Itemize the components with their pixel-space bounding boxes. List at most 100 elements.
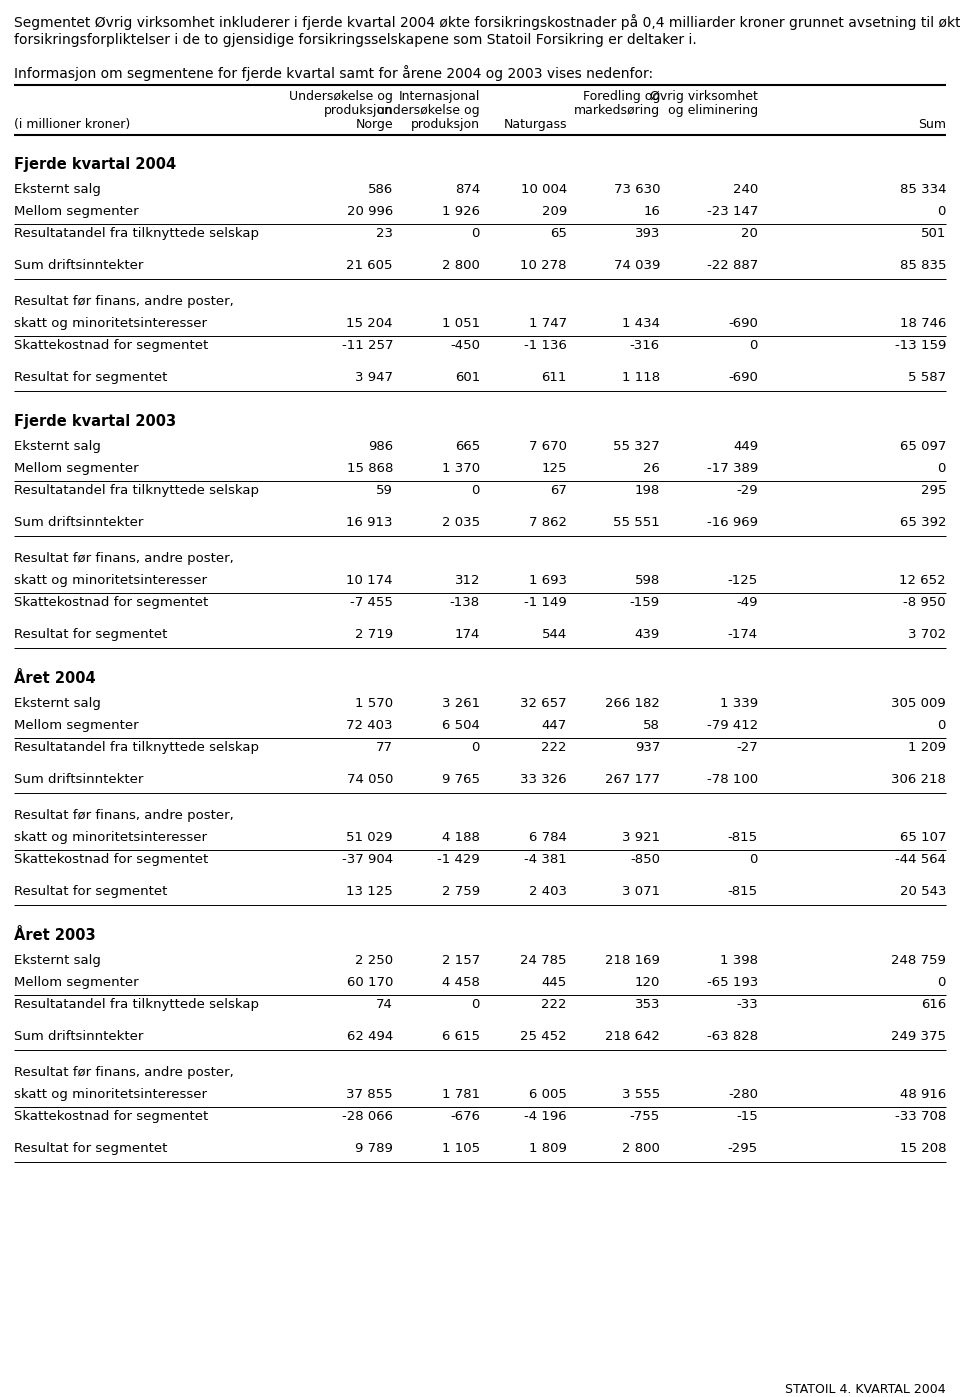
Text: 1 809: 1 809 [529,1141,567,1155]
Text: Norge: Norge [355,117,393,131]
Text: 198: 198 [635,483,660,497]
Text: 3 702: 3 702 [908,629,946,641]
Text: 3 071: 3 071 [622,886,660,898]
Text: 25 452: 25 452 [520,1030,567,1044]
Text: 2 035: 2 035 [442,515,480,529]
Text: 937: 937 [635,740,660,754]
Text: -125: -125 [728,574,758,587]
Text: Året 2004: Året 2004 [14,671,96,686]
Text: -1 136: -1 136 [524,339,567,352]
Text: -33: -33 [736,997,758,1011]
Text: 74 039: 74 039 [613,258,660,272]
Text: Resultat før finans, andre poster,: Resultat før finans, andre poster, [14,809,233,821]
Text: 13 125: 13 125 [347,886,393,898]
Text: Undersøkelse og: Undersøkelse og [289,89,393,103]
Text: 62 494: 62 494 [347,1030,393,1044]
Text: 295: 295 [921,483,946,497]
Text: 222: 222 [541,740,567,754]
Text: Sum driftsinntekter: Sum driftsinntekter [14,258,143,272]
Text: -815: -815 [728,886,758,898]
Text: 616: 616 [921,997,946,1011]
Text: -11 257: -11 257 [342,339,393,352]
Text: 32 657: 32 657 [520,697,567,710]
Text: 15 208: 15 208 [900,1141,946,1155]
Text: 58: 58 [643,719,660,732]
Text: 0: 0 [938,205,946,218]
Text: 26: 26 [643,462,660,475]
Text: 1 693: 1 693 [529,574,567,587]
Text: Segmentet Øvrig virksomhet inkluderer i fjerde kvartal 2004 økte forsikringskost: Segmentet Øvrig virksomhet inkluderer i … [14,14,960,29]
Text: 9 765: 9 765 [442,773,480,787]
Text: 1 209: 1 209 [908,740,946,754]
Text: 266 182: 266 182 [605,697,660,710]
Text: 2 719: 2 719 [355,629,393,641]
Text: 55 551: 55 551 [613,515,660,529]
Text: skatt og minoritetsinteresser: skatt og minoritetsinteresser [14,317,207,330]
Text: 85 835: 85 835 [900,258,946,272]
Text: -174: -174 [728,629,758,641]
Text: Mellom segmenter: Mellom segmenter [14,977,138,989]
Text: 0: 0 [750,854,758,866]
Text: -1 429: -1 429 [437,854,480,866]
Text: 1 370: 1 370 [442,462,480,475]
Text: 665: 665 [455,440,480,453]
Text: 21 605: 21 605 [347,258,393,272]
Text: 10 004: 10 004 [520,183,567,196]
Text: 353: 353 [635,997,660,1011]
Text: 7 670: 7 670 [529,440,567,453]
Text: Skattekostnad for segmentet: Skattekostnad for segmentet [14,1111,208,1123]
Text: 598: 598 [635,574,660,587]
Text: 312: 312 [454,574,480,587]
Text: Resultat for segmentet: Resultat for segmentet [14,372,167,384]
Text: 3 261: 3 261 [442,697,480,710]
Text: Året 2003: Året 2003 [14,928,96,943]
Text: 2 800: 2 800 [443,258,480,272]
Text: Sum: Sum [918,117,946,131]
Text: 306 218: 306 218 [891,773,946,787]
Text: 0: 0 [471,226,480,240]
Text: Resultat før finans, andre poster,: Resultat før finans, andre poster, [14,1066,233,1078]
Text: 0: 0 [938,977,946,989]
Text: 72 403: 72 403 [347,719,393,732]
Text: 1 398: 1 398 [720,954,758,967]
Text: -37 904: -37 904 [342,854,393,866]
Text: -23 147: -23 147 [707,205,758,218]
Text: Øvrig virksomhet: Øvrig virksomhet [650,89,758,103]
Text: Mellom segmenter: Mellom segmenter [14,719,138,732]
Text: 18 746: 18 746 [900,317,946,330]
Text: Resultatandel fra tilknyttede selskap: Resultatandel fra tilknyttede selskap [14,483,259,497]
Text: -815: -815 [728,831,758,844]
Text: Foredling og: Foredling og [583,89,660,103]
Text: 65 392: 65 392 [900,515,946,529]
Text: Resultatandel fra tilknyttede selskap: Resultatandel fra tilknyttede selskap [14,740,259,754]
Text: Resultat for segmentet: Resultat for segmentet [14,886,167,898]
Text: -850: -850 [630,854,660,866]
Text: 85 334: 85 334 [900,183,946,196]
Text: 1 118: 1 118 [622,372,660,384]
Text: 218 169: 218 169 [605,954,660,967]
Text: 65 107: 65 107 [900,831,946,844]
Text: -676: -676 [450,1111,480,1123]
Text: 393: 393 [635,226,660,240]
Text: Resultatandel fra tilknyttede selskap: Resultatandel fra tilknyttede selskap [14,226,259,240]
Text: 3 555: 3 555 [622,1088,660,1101]
Text: Eksternt salg: Eksternt salg [14,183,101,196]
Text: 249 375: 249 375 [891,1030,946,1044]
Text: -690: -690 [728,372,758,384]
Text: -65 193: -65 193 [707,977,758,989]
Text: 447: 447 [541,719,567,732]
Text: 51 029: 51 029 [347,831,393,844]
Text: 2 403: 2 403 [529,886,567,898]
Text: 305 009: 305 009 [891,697,946,710]
Text: 611: 611 [541,372,567,384]
Text: Sum driftsinntekter: Sum driftsinntekter [14,515,143,529]
Text: 33 326: 33 326 [520,773,567,787]
Text: 125: 125 [541,462,567,475]
Text: 20 996: 20 996 [347,205,393,218]
Text: 544: 544 [541,629,567,641]
Text: Fjerde kvartal 2004: Fjerde kvartal 2004 [14,156,176,172]
Text: -27: -27 [736,740,758,754]
Text: 1 926: 1 926 [442,205,480,218]
Text: 586: 586 [368,183,393,196]
Text: Skattekostnad for segmentet: Skattekostnad for segmentet [14,339,208,352]
